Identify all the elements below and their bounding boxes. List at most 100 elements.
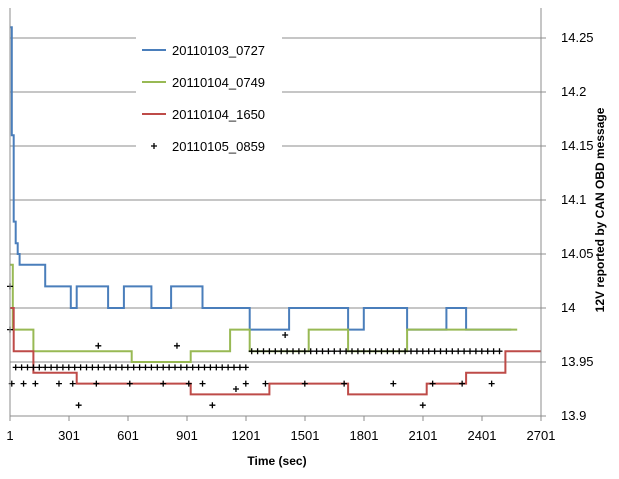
data-point-marker bbox=[282, 332, 289, 338]
series-markers-4 bbox=[7, 283, 503, 409]
data-point-marker bbox=[54, 364, 61, 371]
data-point-marker bbox=[366, 348, 373, 355]
data-point-marker bbox=[467, 348, 474, 355]
data-point-marker bbox=[185, 380, 192, 387]
legend-background bbox=[136, 36, 282, 152]
axes bbox=[9, 8, 542, 417]
data-point-marker bbox=[209, 402, 216, 409]
series-line-1 bbox=[10, 26, 512, 331]
y-tick-label: 14.15 bbox=[561, 138, 594, 153]
data-point-marker bbox=[484, 348, 491, 355]
x-tick-label: 1501 bbox=[291, 428, 320, 443]
data-point-marker bbox=[231, 364, 238, 371]
data-point-marker bbox=[232, 386, 239, 392]
data-point-marker bbox=[142, 364, 149, 371]
data-point-marker bbox=[225, 364, 232, 371]
data-point-marker bbox=[69, 380, 76, 387]
data-point-marker bbox=[48, 364, 55, 371]
y-tick-label: 14.25 bbox=[561, 30, 594, 45]
data-point-marker bbox=[95, 364, 102, 371]
data-point-marker bbox=[154, 364, 161, 371]
data-point-marker bbox=[262, 380, 269, 387]
data-point-marker bbox=[295, 348, 302, 355]
data-point-marker bbox=[236, 364, 243, 371]
data-point-marker bbox=[207, 364, 214, 371]
data-point-marker bbox=[195, 364, 202, 371]
data-point-marker bbox=[42, 364, 49, 371]
x-tick-label: 901 bbox=[176, 428, 198, 443]
data-point-marker bbox=[12, 364, 19, 371]
data-point-marker bbox=[301, 348, 308, 355]
data-point-marker bbox=[113, 364, 120, 371]
x-tick-label: 2701 bbox=[527, 428, 556, 443]
data-point-marker bbox=[455, 348, 462, 355]
data-point-marker bbox=[343, 348, 350, 355]
data-point-marker bbox=[413, 348, 420, 355]
data-point-marker bbox=[160, 364, 167, 371]
data-point-marker bbox=[89, 364, 96, 371]
data-point-marker bbox=[443, 348, 450, 355]
legend-entry-label: 20110104_1650 bbox=[172, 107, 265, 122]
data-point-marker bbox=[325, 348, 332, 355]
data-point-marker bbox=[384, 348, 391, 355]
x-axis-title: Time (sec) bbox=[247, 454, 306, 468]
data-point-marker bbox=[341, 380, 348, 387]
data-point-marker bbox=[189, 364, 196, 371]
y-tick-label: 14.1 bbox=[561, 192, 586, 207]
data-point-marker bbox=[201, 364, 208, 371]
legend-swatch bbox=[151, 143, 157, 149]
data-point-marker bbox=[93, 380, 100, 387]
series-line-2 bbox=[10, 263, 518, 363]
data-point-marker bbox=[307, 348, 314, 355]
y-axis-ticks: 14.25 14.2 14.15 14.1 14.05 14 13.95 13.9 bbox=[541, 30, 594, 423]
y-tick-label: 14.2 bbox=[561, 84, 586, 99]
data-point-marker bbox=[213, 364, 220, 371]
data-point-marker bbox=[278, 348, 285, 355]
data-point-marker bbox=[378, 348, 385, 355]
series-line-3 bbox=[10, 307, 541, 396]
data-point-marker bbox=[199, 380, 206, 387]
data-point-marker bbox=[301, 380, 308, 387]
x-tick-label: 301 bbox=[58, 428, 80, 443]
data-point-marker bbox=[459, 380, 466, 387]
data-point-marker bbox=[242, 364, 249, 371]
data-point-marker bbox=[183, 364, 190, 371]
data-point-marker bbox=[32, 380, 39, 387]
x-axis-ticks: 1 301 601 901 1201 1501 1801 2101 2401 2701 bbox=[6, 416, 555, 443]
x-tick-label: 1 bbox=[6, 428, 13, 443]
x-tick-label: 1801 bbox=[350, 428, 379, 443]
data-point-marker bbox=[461, 348, 468, 355]
x-tick-label: 2401 bbox=[468, 428, 497, 443]
data-point-marker bbox=[65, 364, 72, 371]
data-point-marker bbox=[260, 348, 267, 355]
x-tick-label: 601 bbox=[117, 428, 139, 443]
data-point-marker bbox=[429, 380, 436, 387]
data-point-marker bbox=[126, 380, 133, 387]
data-point-marker bbox=[402, 348, 409, 355]
data-point-marker bbox=[437, 348, 444, 355]
y-axis-title: 12V reported by CAN OBD message bbox=[593, 107, 607, 312]
y-tick-label: 13.95 bbox=[561, 354, 594, 369]
series-layer bbox=[7, 26, 541, 409]
legend-entry-label: 20110105_0859 bbox=[172, 139, 265, 154]
data-point-marker bbox=[101, 364, 108, 371]
data-point-marker bbox=[490, 348, 497, 355]
data-point-marker bbox=[354, 348, 361, 355]
data-point-marker bbox=[419, 402, 426, 409]
data-point-marker bbox=[136, 364, 143, 371]
data-point-marker bbox=[360, 348, 367, 355]
data-point-marker bbox=[419, 348, 426, 355]
y-tick-label: 14 bbox=[561, 300, 575, 315]
data-point-marker bbox=[107, 364, 114, 371]
data-point-marker bbox=[77, 364, 84, 371]
y-tick-label: 14.05 bbox=[561, 246, 594, 261]
data-point-marker bbox=[148, 364, 155, 371]
data-point-marker bbox=[55, 380, 62, 387]
data-point-marker bbox=[390, 348, 397, 355]
data-point-marker bbox=[372, 348, 379, 355]
data-point-marker bbox=[36, 364, 43, 371]
data-point-marker bbox=[425, 348, 432, 355]
data-point-marker bbox=[496, 348, 503, 355]
x-tick-label: 1201 bbox=[232, 428, 261, 443]
